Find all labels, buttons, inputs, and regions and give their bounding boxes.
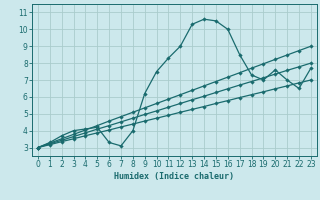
X-axis label: Humidex (Indice chaleur): Humidex (Indice chaleur) [115, 172, 234, 181]
